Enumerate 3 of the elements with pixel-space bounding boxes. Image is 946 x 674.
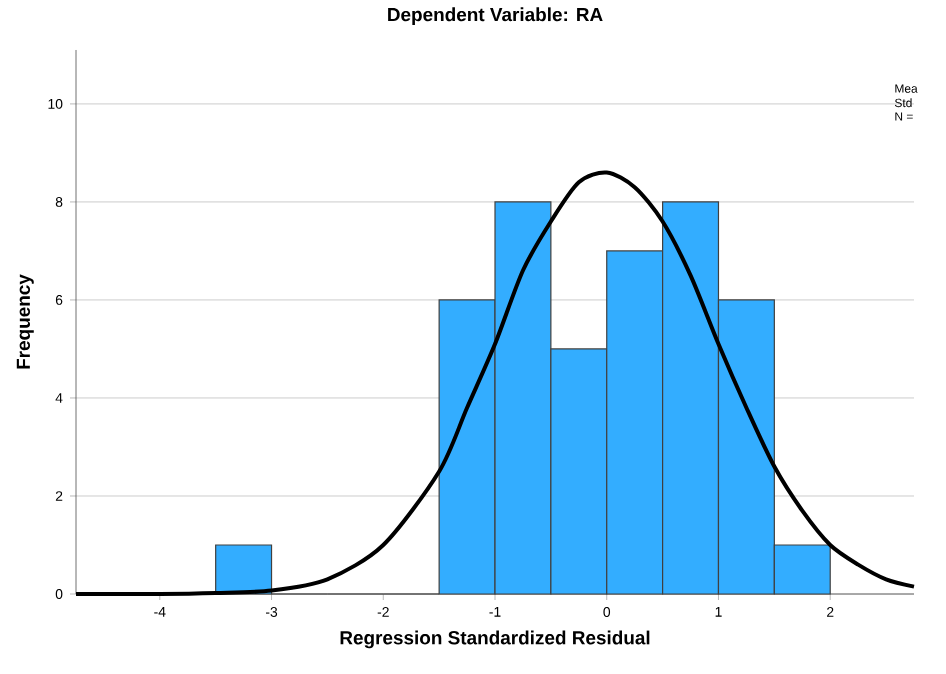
y-axis-title: Frequency [16,274,34,369]
x-axis-title: Regression Standardized Residual [340,630,650,649]
chart-title: Dependent Variable: RA [388,7,603,26]
